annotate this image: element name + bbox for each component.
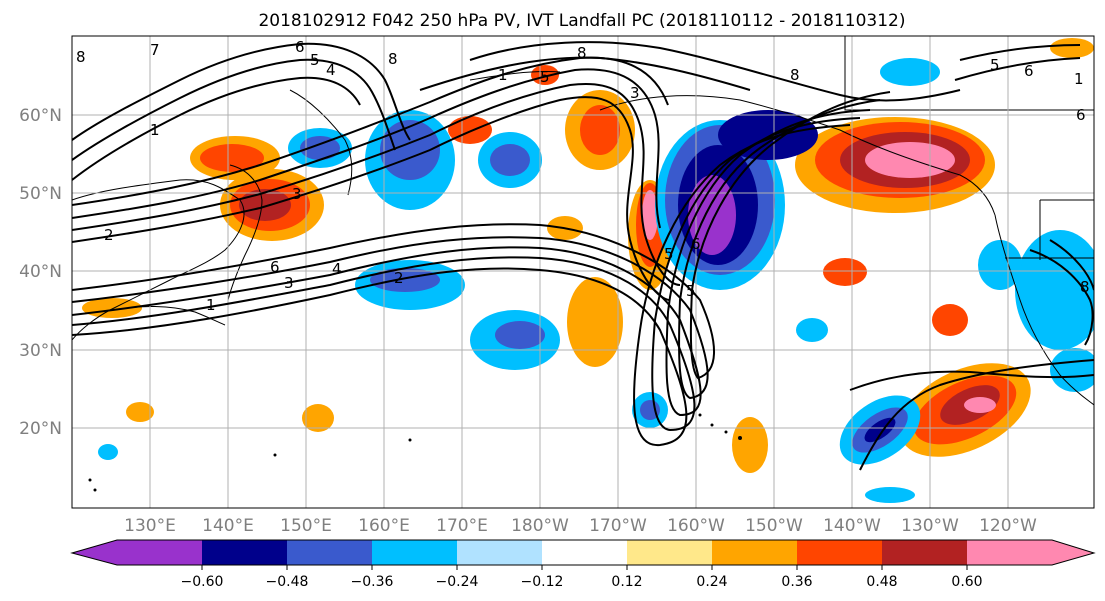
contour-label: 3 (630, 84, 640, 102)
colorbar-tick: 0.60 (951, 574, 982, 590)
colorbar-tick: −0.48 (266, 574, 309, 590)
positive-anomaly-subtropical (899, 363, 1031, 457)
contour-label: 8 (790, 66, 800, 84)
contour-label: 6 (1076, 106, 1086, 124)
contour-label: 1 (150, 121, 160, 139)
contour-label: 5 (664, 245, 674, 263)
colorbar-bin (457, 540, 542, 565)
lon-label: 130°W (901, 516, 959, 536)
pv-contours (72, 41, 1094, 471)
lon-label: 170°W (589, 516, 647, 536)
colorbar-tick: −0.12 (521, 574, 564, 590)
colorbar-tick: 0.48 (866, 574, 897, 590)
contour-label: 5 (540, 68, 550, 86)
colorbar-bin (882, 540, 967, 565)
colorbar-tick: −0.60 (181, 574, 224, 590)
map-panel: 8 7 6 5 4 8 1 1 2 6 4 3 2 1 5 3 3 8 8 5 … (72, 36, 1094, 508)
colorbar-bin (967, 540, 1052, 565)
lat-label: 20°N (19, 419, 62, 439)
contour-label: 8 (1080, 278, 1090, 296)
map-title: 2018102912 F042 250 hPa PV, IVT Landfall… (258, 11, 905, 31)
gridlines (72, 36, 1094, 508)
contour-label: 1 (498, 66, 508, 84)
colorbar-left-extend (72, 540, 117, 565)
lon-label: 180°W (511, 516, 569, 536)
contour-label: 3 (292, 185, 302, 203)
contour-label: 4 (332, 260, 342, 278)
colorbar-bin (372, 540, 457, 565)
contour-label: 8 (76, 48, 86, 66)
colorbar-bin (712, 540, 797, 565)
contour-label: 4 (326, 61, 336, 79)
lon-label: 160°W (667, 516, 725, 536)
colorbar-tick: 0.24 (696, 574, 727, 590)
contour-label: 2 (394, 269, 404, 287)
contour-label: 3 (284, 274, 294, 292)
lon-label: 130°E (124, 516, 176, 536)
colorbar-tick: 0.36 (781, 574, 812, 590)
colorbar-tick: −0.36 (351, 574, 394, 590)
colorbar-bin (202, 540, 287, 565)
contour-label: 6 (1024, 62, 1034, 80)
contour-label: 8 (388, 50, 398, 68)
lon-label: 150°W (745, 516, 803, 536)
lon-label: 140°E (202, 516, 254, 536)
lon-label: 160°E (358, 516, 410, 536)
contour-label: 5 (310, 51, 320, 69)
colorbar-bin (542, 540, 627, 565)
contour-label: 6 (270, 258, 280, 276)
lat-label: 40°N (19, 262, 62, 282)
colorbar-right-extend (1052, 540, 1094, 565)
colorbar-tick: 0.12 (611, 574, 642, 590)
contour-label: 8 (577, 44, 587, 62)
latitude-labels: 60°N 50°N 40°N 30°N 20°N (19, 106, 62, 439)
longitude-labels: 130°E 140°E 150°E 160°E 170°E 180°W 170°… (124, 516, 1037, 536)
contour-label: 1 (206, 296, 216, 314)
positive-anomaly-ne-pacific (795, 117, 995, 213)
contour-label: 6 (295, 38, 305, 56)
island-dots (88, 413, 742, 492)
lon-label: 150°E (280, 516, 332, 536)
contour-label: 1 (1074, 70, 1084, 88)
contour-label: 6 (691, 235, 701, 253)
contour-label: 5 (686, 282, 696, 300)
lat-label: 50°N (19, 184, 62, 204)
colorbar-bin (117, 540, 202, 565)
colorbar: −0.60 −0.48 −0.36 −0.24 −0.12 0.12 0.24 … (70, 539, 1096, 590)
contour-label: 2 (104, 226, 114, 244)
contour-labels: 8 7 6 5 4 8 1 1 2 6 4 3 2 1 5 3 3 8 8 5 … (76, 38, 1090, 314)
lon-label: 120°W (979, 516, 1037, 536)
colorbar-bin (627, 540, 712, 565)
lon-label: 170°E (436, 516, 488, 536)
contour-label: 7 (150, 41, 160, 59)
lon-label: 140°W (823, 516, 881, 536)
map-border (71, 35, 1095, 509)
colorbar-tick: −0.24 (436, 574, 479, 590)
lat-label: 30°N (19, 341, 62, 361)
colorbar-bin (287, 540, 372, 565)
colorbar-bin (797, 540, 882, 565)
lat-label: 60°N (19, 106, 62, 126)
contour-label: 5 (990, 56, 1000, 74)
